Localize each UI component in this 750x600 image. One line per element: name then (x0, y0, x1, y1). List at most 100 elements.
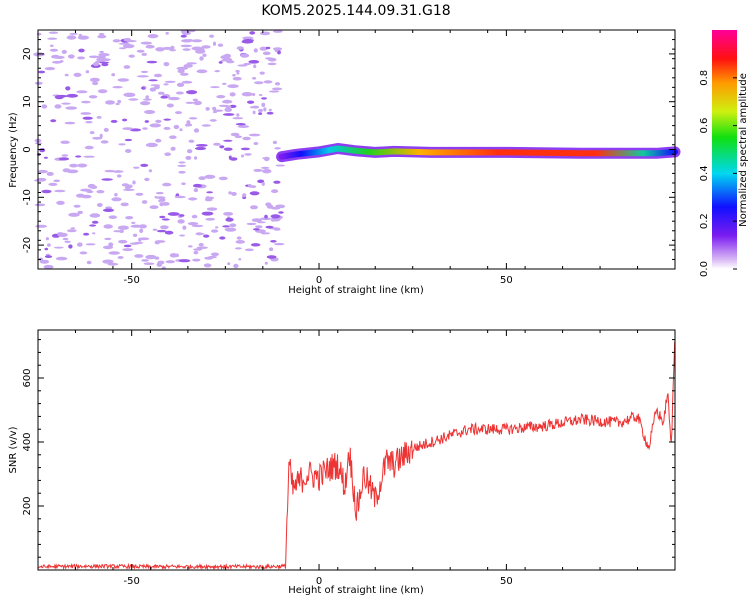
noise-speck (53, 179, 60, 183)
noise-speck (99, 50, 104, 54)
noise-speck (274, 147, 281, 150)
noise-speck (64, 240, 71, 243)
noise-speck (194, 146, 207, 151)
noise-speck (122, 248, 134, 252)
noise-speck (244, 153, 252, 156)
noise-speck (75, 155, 82, 158)
noise-speck (237, 64, 248, 67)
noise-speck (260, 232, 271, 235)
noise-speck (222, 113, 235, 116)
noise-speck (188, 117, 198, 120)
noise-speck (187, 222, 199, 226)
noise-speck (186, 120, 191, 125)
noise-speck (253, 168, 263, 172)
noise-speck (253, 228, 260, 231)
noise-speck (37, 70, 46, 74)
noise-speck (222, 82, 227, 85)
noise-speck (44, 247, 49, 251)
noise-speck (37, 169, 48, 174)
noise-speck (69, 32, 78, 35)
noise-speck (265, 57, 273, 60)
noise-speck (159, 202, 164, 207)
noise-speck (159, 215, 166, 219)
noise-speck (79, 251, 88, 255)
snr-panel: -50 0 50 200 400 600 Height of straight line… (8, 329, 676, 596)
noise-speck (115, 102, 120, 106)
noise-speck (257, 179, 265, 184)
noise-speck (232, 73, 236, 77)
noise-speck (211, 252, 219, 257)
noise-speck (162, 46, 173, 50)
noise-speck (70, 227, 76, 230)
noise-speck (155, 191, 164, 195)
noise-speck (54, 95, 64, 100)
noise-speck (168, 96, 180, 101)
noise-speck (121, 183, 130, 187)
noise-speck (99, 133, 103, 139)
noise-speck (155, 47, 165, 52)
noise-speck (154, 85, 160, 90)
noise-speck (148, 79, 158, 82)
noise-speck (169, 135, 177, 139)
noise-speck (76, 90, 88, 94)
noise-speck (175, 91, 184, 95)
noise-speck (39, 148, 46, 153)
noise-speck (133, 166, 140, 169)
noise-speck (175, 111, 182, 115)
noise-speck (274, 82, 281, 86)
noise-speck (177, 219, 185, 224)
noise-speck (253, 64, 257, 69)
noise-speck (180, 44, 192, 48)
noise-speck (118, 239, 128, 244)
noise-speck (78, 48, 85, 53)
spectrogram-x-axis-label: Height of straight line (km) (288, 285, 424, 296)
noise-speck (76, 193, 85, 198)
noise-speck (260, 166, 270, 169)
noise-speck (127, 184, 133, 189)
noise-speck (132, 180, 136, 185)
y-tick-label: -10 (22, 189, 33, 205)
noise-speck (203, 234, 210, 238)
noise-speck (185, 101, 195, 104)
noise-speck (164, 230, 174, 235)
colorbar-tick-label: 0.2 (699, 213, 710, 229)
noise-speck (122, 118, 128, 122)
noise-speck (241, 154, 244, 158)
noise-speck (188, 139, 195, 143)
noise-speck (252, 77, 257, 80)
noise-speck (223, 147, 233, 151)
noise-speck (258, 112, 263, 115)
noise-speck (68, 212, 80, 217)
noise-speck (186, 62, 197, 65)
noise-speck (240, 53, 250, 58)
noise-speck (102, 208, 115, 212)
spectrogram-y-ticks: -20 -10 0 10 20 (22, 29, 675, 270)
noise-speck (53, 246, 64, 249)
noise-speck (135, 192, 144, 196)
noise-speck (97, 89, 108, 94)
noise-speck (89, 77, 100, 82)
signal-track (276, 143, 681, 163)
noise-speck (266, 111, 274, 115)
noise-speck (179, 234, 186, 237)
noise-speck (41, 104, 48, 109)
noise-speck (48, 31, 59, 34)
noise-speck (227, 84, 239, 89)
noise-speck (35, 224, 48, 228)
noise-speck (274, 242, 285, 246)
noise-speck (117, 99, 122, 104)
noise-speck (125, 40, 137, 43)
noise-speck (155, 119, 162, 123)
noise-speck (123, 65, 131, 69)
noise-speck (158, 91, 165, 95)
noise-speck (224, 107, 232, 113)
noise-speck (91, 220, 99, 224)
noise-speck (261, 97, 267, 100)
noise-speck (260, 217, 272, 221)
noise-speck (176, 82, 185, 87)
noise-speck (212, 41, 217, 46)
noise-speck (181, 39, 193, 43)
noise-speck (196, 246, 208, 249)
noise-speck (264, 214, 268, 219)
noise-speck (191, 46, 203, 51)
